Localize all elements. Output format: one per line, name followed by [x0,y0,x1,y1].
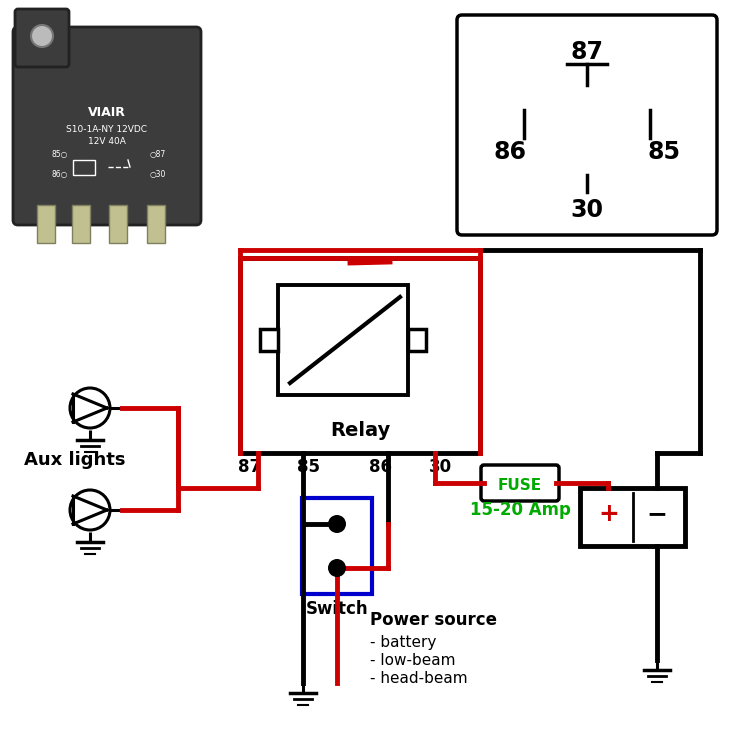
Bar [73,160,95,175]
Text: 85: 85 [297,458,319,476]
Text: 15-20 Amp: 15-20 Amp [470,501,570,519]
Bar [72,205,90,243]
Text: 87: 87 [570,40,604,64]
Text: Switch: Switch [305,600,368,618]
Text: Aux lights: Aux lights [24,451,126,469]
Text: - battery: - battery [370,635,436,650]
Text: VIAIR: VIAIR [88,105,126,119]
Text: Relay: Relay [330,421,390,441]
Text: - low-beam: - low-beam [370,653,456,668]
Text: 30: 30 [570,198,604,222]
Text: ○87: ○87 [150,150,166,159]
Bar [278,285,408,395]
Text: +: + [598,502,619,526]
Circle shape [31,25,53,47]
Bar [109,205,127,243]
Text: S10-1A-NY 12VDC: S10-1A-NY 12VDC [66,125,147,134]
Bar [147,205,165,243]
FancyBboxPatch shape [457,15,717,235]
Bar [408,329,426,351]
Text: ○30: ○30 [150,170,166,179]
Text: Power source: Power source [370,611,497,629]
Text: 85○: 85○ [52,150,68,159]
Text: 85: 85 [648,140,681,164]
Circle shape [328,559,346,577]
FancyBboxPatch shape [15,9,69,67]
Text: 12V 40A: 12V 40A [88,137,126,146]
Text: FUSE: FUSE [498,479,542,493]
Text: 86○: 86○ [52,170,68,179]
Bar [240,258,480,453]
Bar [260,329,278,351]
Text: - head-beam: - head-beam [370,671,467,686]
Text: 86: 86 [369,458,392,476]
Bar [580,488,685,546]
Bar [302,498,372,594]
Bar [37,205,55,243]
Text: 86: 86 [494,140,526,164]
Text: 87: 87 [238,458,261,476]
Text: 30: 30 [428,458,452,476]
Circle shape [328,515,346,533]
Text: −: − [646,502,667,526]
FancyBboxPatch shape [481,465,559,501]
FancyBboxPatch shape [13,27,201,225]
